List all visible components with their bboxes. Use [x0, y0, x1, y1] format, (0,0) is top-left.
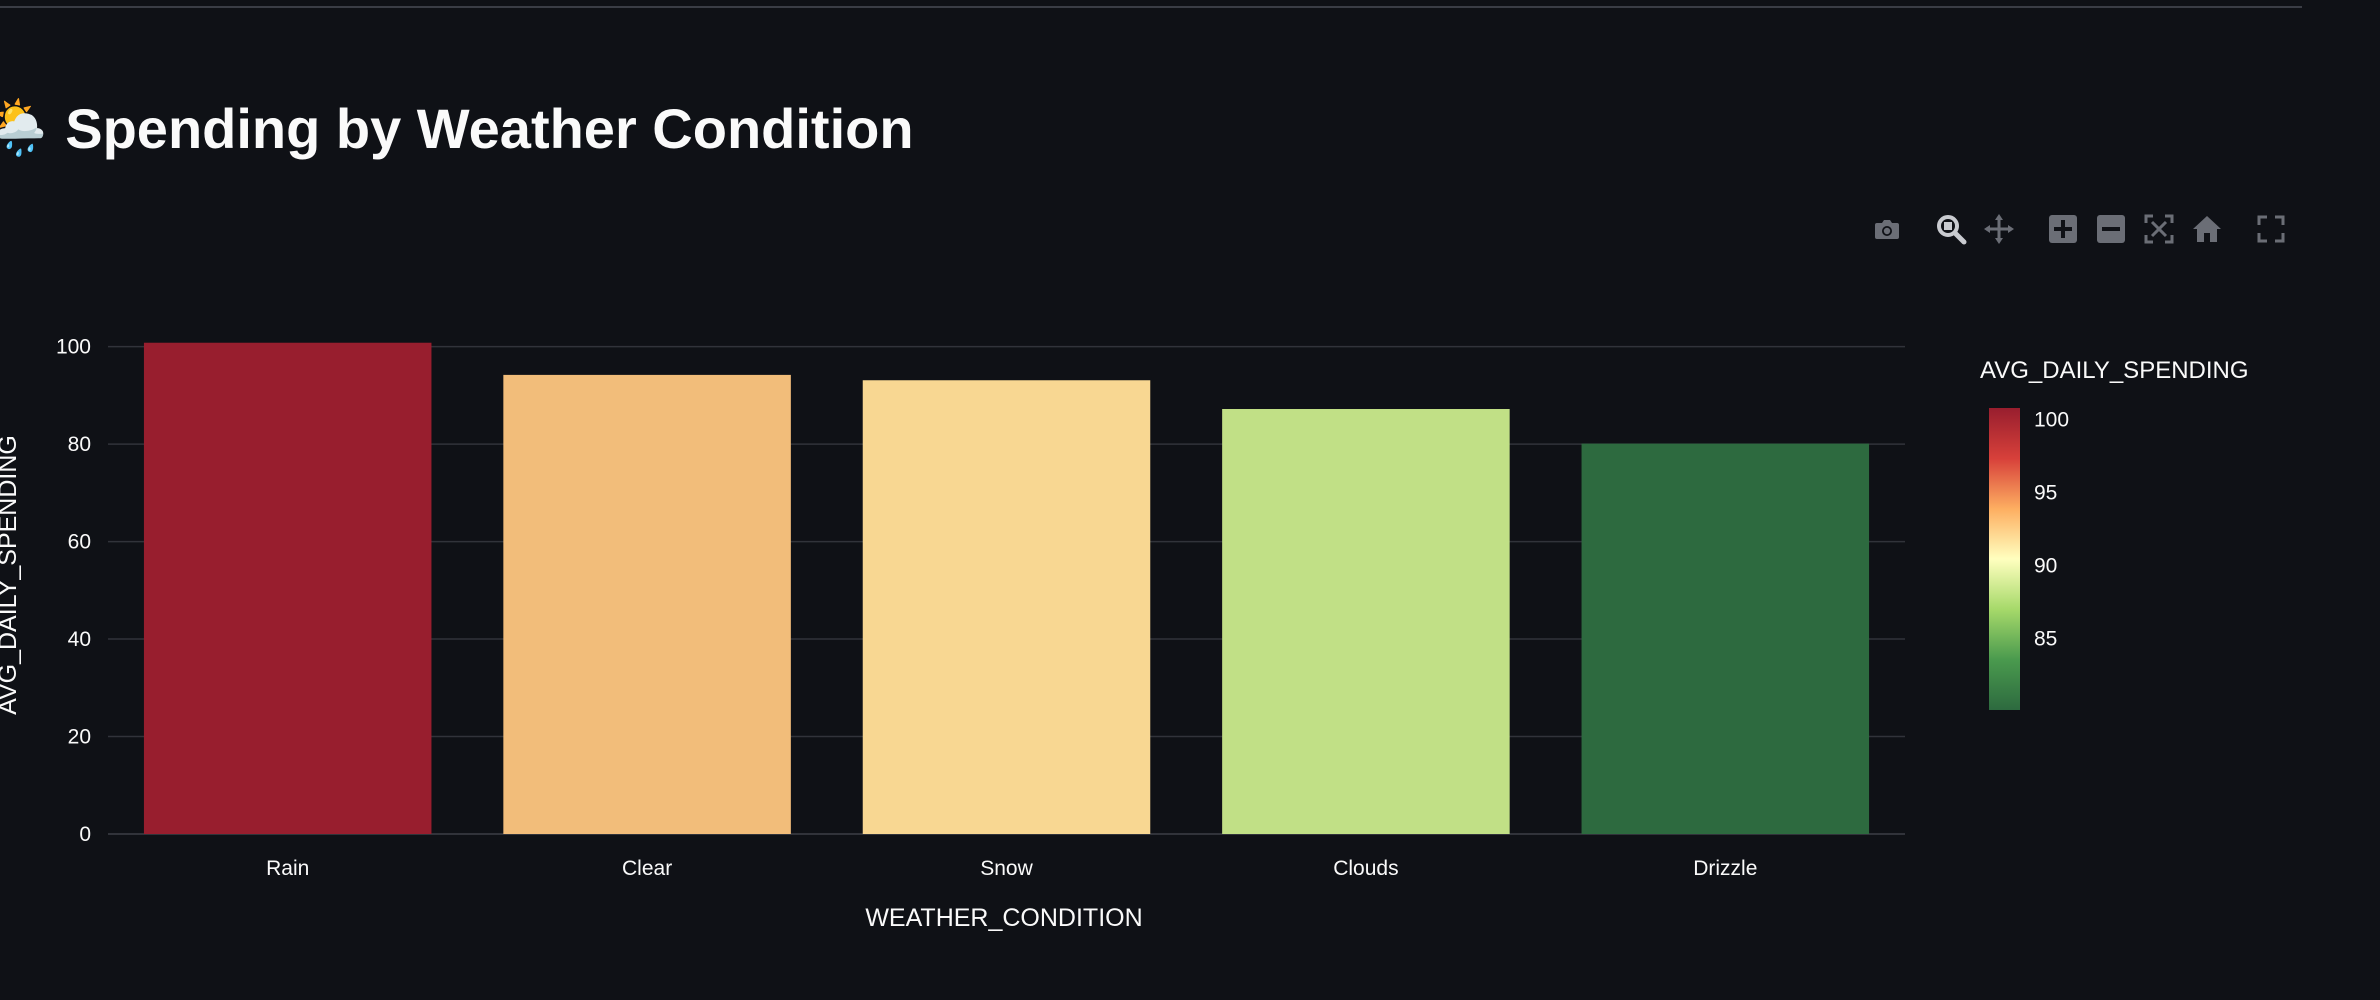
pan-icon	[1984, 214, 2014, 244]
page-header: 🌦️ Spending by Weather Condition	[0, 88, 914, 168]
fullscreen-button[interactable]	[2252, 210, 2290, 248]
top-divider	[0, 6, 2302, 8]
autoscale-button[interactable]	[2140, 210, 2178, 248]
colorbar-ticks: 85 90 95 100	[2034, 409, 2069, 651]
x-tick-label: Clouds	[1333, 857, 1398, 880]
x-tick-label: Clear	[622, 857, 672, 880]
bar-drizzle[interactable]	[1581, 443, 1870, 834]
plot-modebar	[1868, 210, 2300, 248]
y-tick-label: 20	[68, 726, 91, 749]
zoom-out-button[interactable]	[2092, 210, 2130, 248]
pan-button[interactable]	[1980, 210, 2018, 248]
zoom-icon	[1937, 215, 1967, 245]
zoom-out-icon	[2097, 215, 2125, 243]
y-axis-ticks: 0 20 40 60 80 100	[56, 336, 91, 846]
reset-axes-button[interactable]	[2188, 210, 2226, 248]
x-tick-label: Snow	[980, 857, 1033, 880]
fullscreen-icon	[2257, 215, 2285, 243]
zoom-in-icon	[2049, 215, 2077, 243]
bar-clear[interactable]	[503, 374, 791, 834]
zoom-in-button[interactable]	[2044, 210, 2082, 248]
camera-button[interactable]	[1868, 210, 1906, 248]
x-tick-label: Drizzle	[1693, 857, 1757, 880]
x-tick-label: Rain	[266, 857, 309, 880]
bars	[143, 342, 1870, 834]
x-axis-title: WEATHER_CONDITION	[865, 904, 1142, 932]
bar-snow[interactable]	[862, 380, 1151, 834]
colorbar	[1989, 408, 2020, 710]
y-tick-label: 100	[56, 336, 91, 359]
camera-icon	[1875, 220, 1899, 239]
y-tick-label: 0	[79, 823, 91, 846]
y-tick-label: 60	[68, 531, 91, 554]
home-icon	[2193, 216, 2221, 242]
weather-emoji-icon: 🌦️	[0, 96, 54, 159]
y-tick-label: 40	[68, 628, 91, 651]
autoscale-icon	[2144, 214, 2174, 244]
y-tick-label: 80	[68, 433, 91, 456]
colorbar-tick-label: 85	[2034, 628, 2057, 651]
page-title: Spending by Weather Condition	[65, 96, 914, 160]
y-axis-title: AVG_DAILY_SPENDING	[0, 435, 22, 715]
bar-clouds[interactable]	[1222, 409, 1510, 834]
zoom-button[interactable]	[1932, 210, 1970, 248]
colorbar-tick-label: 95	[2034, 482, 2057, 505]
x-axis-ticks: Rain Clear Snow Clouds Drizzle	[266, 857, 1757, 880]
bar-rain[interactable]	[143, 342, 432, 834]
colorbar-tick-label: 90	[2034, 555, 2057, 578]
colorbar-title: AVG_DAILY_SPENDING	[1980, 357, 2249, 384]
colorbar-tick-label: 100	[2034, 409, 2069, 432]
